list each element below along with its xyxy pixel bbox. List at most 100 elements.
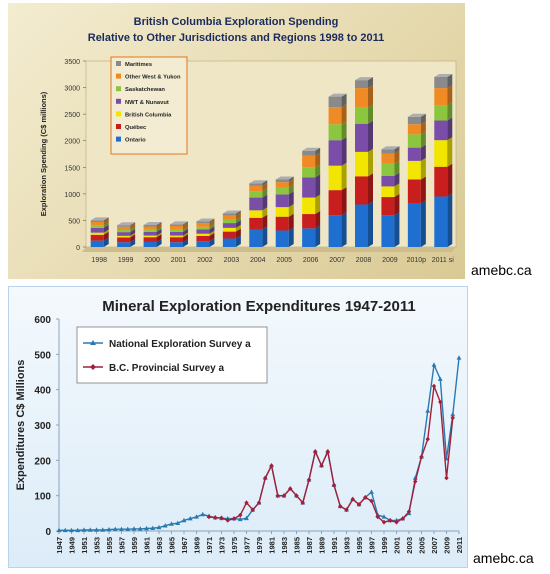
bar-segment — [407, 124, 421, 135]
bar-segment-side — [130, 229, 136, 236]
x-tick-label: 1995 — [355, 537, 364, 554]
bar-segment — [143, 241, 157, 247]
bar-segment-side — [447, 137, 453, 167]
bar-segment — [90, 222, 104, 226]
bar-segment — [407, 147, 421, 161]
bar-segment — [170, 237, 183, 243]
x-tick-label: 2006 — [303, 257, 319, 264]
legend-marker — [90, 340, 96, 345]
bar-segment — [275, 182, 289, 188]
bar-segment-side — [420, 157, 426, 180]
data-point — [306, 477, 312, 483]
bar-segment-side — [156, 232, 162, 238]
bar-top-face — [222, 210, 241, 214]
bar-segment — [302, 150, 316, 156]
bar-segment — [170, 231, 183, 236]
bar-segment — [249, 183, 263, 186]
bar-segment — [355, 176, 368, 205]
bar-segment-side — [288, 184, 294, 195]
bar-top-face — [143, 221, 162, 225]
x-tick-label: 2004 — [250, 257, 266, 264]
data-point — [413, 479, 418, 484]
bar-segment-side — [103, 217, 109, 223]
bar-segment — [249, 229, 263, 247]
x-tick-label: 2005 — [418, 537, 427, 554]
data-point — [231, 516, 237, 522]
x-tick-label: 1967 — [180, 537, 189, 554]
y-tick-label: 1000 — [64, 192, 80, 199]
bar-segment-side — [235, 235, 241, 247]
line-chart-panel: Mineral Exploration Expenditures 1947-20… — [8, 286, 468, 568]
bar-segment — [196, 226, 210, 230]
bar-segment — [143, 237, 157, 242]
bar-segment-side — [288, 213, 294, 231]
bar-segment — [434, 196, 448, 247]
bar-segment-side — [262, 214, 268, 230]
bar-top-face — [170, 221, 188, 225]
data-point — [238, 512, 243, 518]
bar-segment-side — [103, 219, 109, 226]
bar-segment — [275, 207, 289, 217]
plot-floor — [82, 247, 456, 252]
bar-segment — [143, 226, 157, 230]
data-point — [206, 514, 212, 520]
bar-segment-side — [103, 222, 109, 228]
y-tick-label: 3500 — [64, 59, 80, 66]
bar-segment-side — [394, 172, 400, 187]
data-point — [388, 518, 393, 523]
bar-segment — [90, 227, 104, 233]
source-label-bottom: amebc.ca — [473, 550, 534, 566]
bar-segment — [355, 123, 368, 152]
data-point — [294, 493, 299, 499]
x-tick-label: 2009 — [443, 537, 452, 554]
bar-segment-side — [209, 238, 215, 247]
bar-segment-side — [341, 162, 347, 191]
x-tick-label: 1977 — [243, 537, 252, 554]
bar-segment — [170, 226, 183, 230]
bar-segment-side — [447, 117, 453, 141]
bar-segment-side — [103, 231, 109, 241]
bar-segment — [249, 197, 263, 211]
bar-segment — [222, 213, 236, 216]
bar-segment-side — [420, 113, 426, 125]
bar-segment-side — [368, 77, 373, 89]
bar-segment — [143, 235, 157, 238]
data-point — [431, 383, 437, 389]
x-tick-label: 2001 — [393, 537, 402, 554]
x-tick-label: 1989 — [318, 537, 327, 554]
data-point — [219, 515, 224, 521]
x-tick-label: 1951 — [80, 537, 89, 554]
bar-segment — [381, 197, 395, 216]
bar-segment — [434, 120, 448, 141]
x-tick-label: 2009 — [382, 257, 398, 264]
bar-segment-side — [420, 131, 426, 148]
data-point — [338, 503, 343, 509]
bar-segment-side — [368, 120, 373, 152]
bar-segment — [355, 204, 368, 247]
x-tick-label: 2008 — [356, 257, 372, 264]
bar-top-face — [90, 217, 109, 221]
data-point — [87, 527, 93, 532]
bar-segment-side — [368, 85, 373, 108]
y-tick-label: 200 — [34, 456, 51, 467]
bar-segment-side — [368, 104, 373, 124]
bar-segment — [117, 229, 131, 233]
bar-segment-side — [368, 173, 373, 205]
bar-segment-side — [315, 147, 321, 156]
data-point — [331, 482, 337, 488]
bar-segment — [90, 234, 104, 241]
legend-label: Ontario — [125, 138, 146, 144]
bar-segment-side — [235, 210, 241, 216]
x-tick-label: 2003 — [224, 257, 240, 264]
bar-segment — [302, 155, 316, 168]
x-tick-label: 1975 — [230, 537, 239, 554]
bar-segment-side — [156, 238, 162, 247]
bar-segment-side — [394, 212, 400, 247]
x-tick-label: 1961 — [143, 537, 152, 554]
bar-segment-side — [235, 220, 241, 228]
bar-segment — [222, 227, 236, 232]
legend-label: Maritimes — [125, 62, 152, 68]
bar-segment-side — [156, 228, 162, 236]
bar-segment — [143, 224, 157, 227]
data-point — [350, 496, 355, 502]
